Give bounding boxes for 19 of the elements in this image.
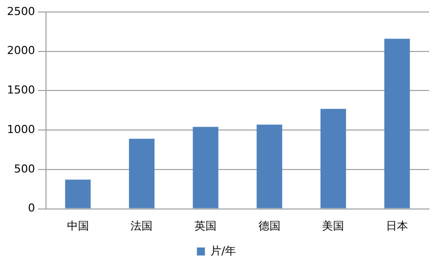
x-tick-label: 日本 [386,219,408,232]
x-tick-label: 英国 [194,219,217,232]
bar [256,124,282,208]
y-tick-label: 2500 [6,4,35,18]
bar [128,138,155,208]
bar [192,126,218,208]
y-tick-label: 500 [14,162,35,176]
bar [384,38,410,208]
bar [320,108,346,208]
x-tick-label: 德国 [258,219,280,232]
x-tick-label: 中国 [66,219,89,232]
y-tick-label: 2000 [6,44,35,58]
x-tick-label: 美国 [322,219,344,232]
bar [65,180,91,208]
y-tick-label: 1000 [6,122,35,136]
legend-label: 片/年 [210,244,236,258]
y-tick-label: 1500 [6,84,35,97]
x-tick-label: 法国 [130,219,153,232]
y-tick-label: 0 [28,202,35,215]
